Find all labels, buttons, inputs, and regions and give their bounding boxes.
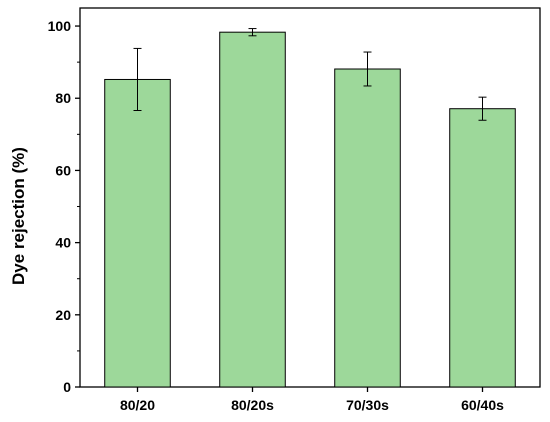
- x-tick-label: 80/20s: [231, 397, 274, 413]
- y-tick-label: 60: [55, 162, 71, 178]
- plot-area: 0 20 40 60 80 100 80/20 80/20s 70/30s 60/40s: [48, 7, 541, 413]
- bar-60-40s: [449, 108, 516, 388]
- x-tick-label: 80/20: [120, 397, 155, 413]
- y-axis-label: Dye rejection (%): [9, 147, 28, 285]
- plot-frame: [79, 7, 541, 388]
- bar-80-20: [104, 78, 171, 388]
- y-tick-label: 0: [63, 379, 71, 395]
- y-tick-label: 40: [55, 235, 71, 251]
- bar-80-20s: [219, 31, 286, 388]
- x-tick-label: 70/30s: [346, 397, 389, 413]
- bar-70-30s: [334, 68, 401, 388]
- y-tick-label: 100: [48, 18, 72, 34]
- y-tick-label: 80: [55, 90, 71, 106]
- x-tick-label: 60/40s: [461, 397, 504, 413]
- y-tick-label: 20: [55, 307, 71, 323]
